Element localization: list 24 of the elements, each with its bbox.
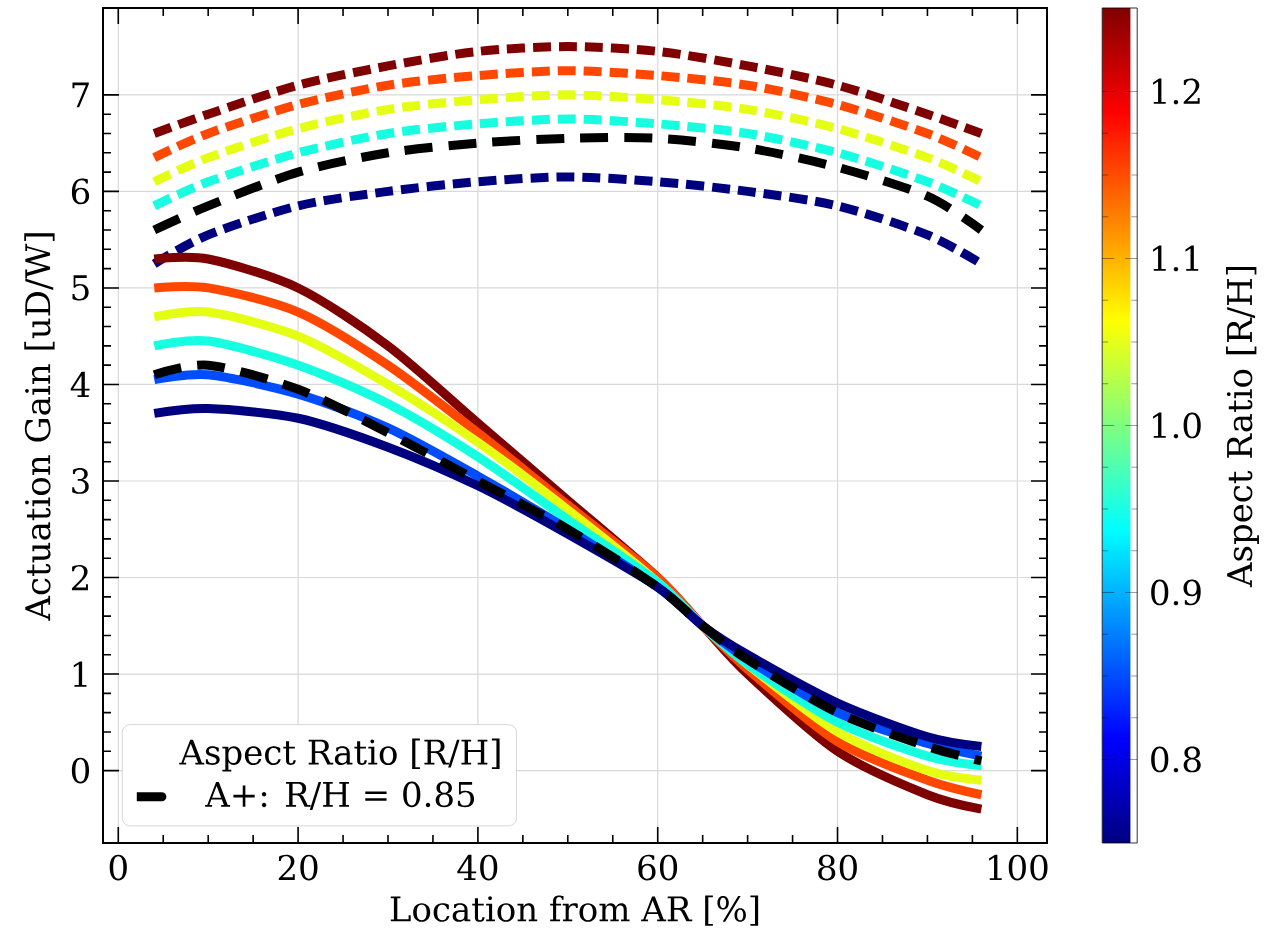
x-tick-label: 0	[109, 854, 127, 881]
x-tick-label: 100	[989, 854, 1048, 881]
x-axis-title: Location from AR [%]	[390, 895, 759, 926]
y-tick-label: 3	[72, 468, 89, 494]
y-tick-label: 4	[70, 371, 90, 398]
legend-title: Aspect Ratio [R/H]	[179, 738, 500, 772]
y-tick-label: 7	[72, 82, 89, 108]
x-tick-label: 80	[818, 854, 857, 881]
color-bar-label: 1.1	[1153, 245, 1199, 272]
color-bar-label: 1.0	[1153, 412, 1201, 439]
color-bar-label: 1.2	[1153, 78, 1200, 105]
color-bar-title: Aspect Ratio [R/H]	[1226, 266, 1259, 588]
x-tick-label: 40	[457, 854, 498, 881]
y-axis-title: Actuation Gain [uD/W]	[24, 233, 55, 621]
y-tick-label: 1	[73, 661, 87, 687]
y-tick-label: 2	[71, 564, 88, 591]
legend-label: A+: R/H = 0.85	[205, 781, 475, 810]
y-tick-label: 0	[71, 757, 90, 784]
color-bar-label: 0.8	[1151, 746, 1201, 773]
color-bar-label: 0.9	[1151, 579, 1201, 606]
x-tick-label: 60	[638, 854, 678, 881]
y-tick-label: 5	[72, 275, 89, 301]
y-tick-label: 6	[71, 178, 90, 205]
x-tick-label: 20	[278, 854, 318, 881]
